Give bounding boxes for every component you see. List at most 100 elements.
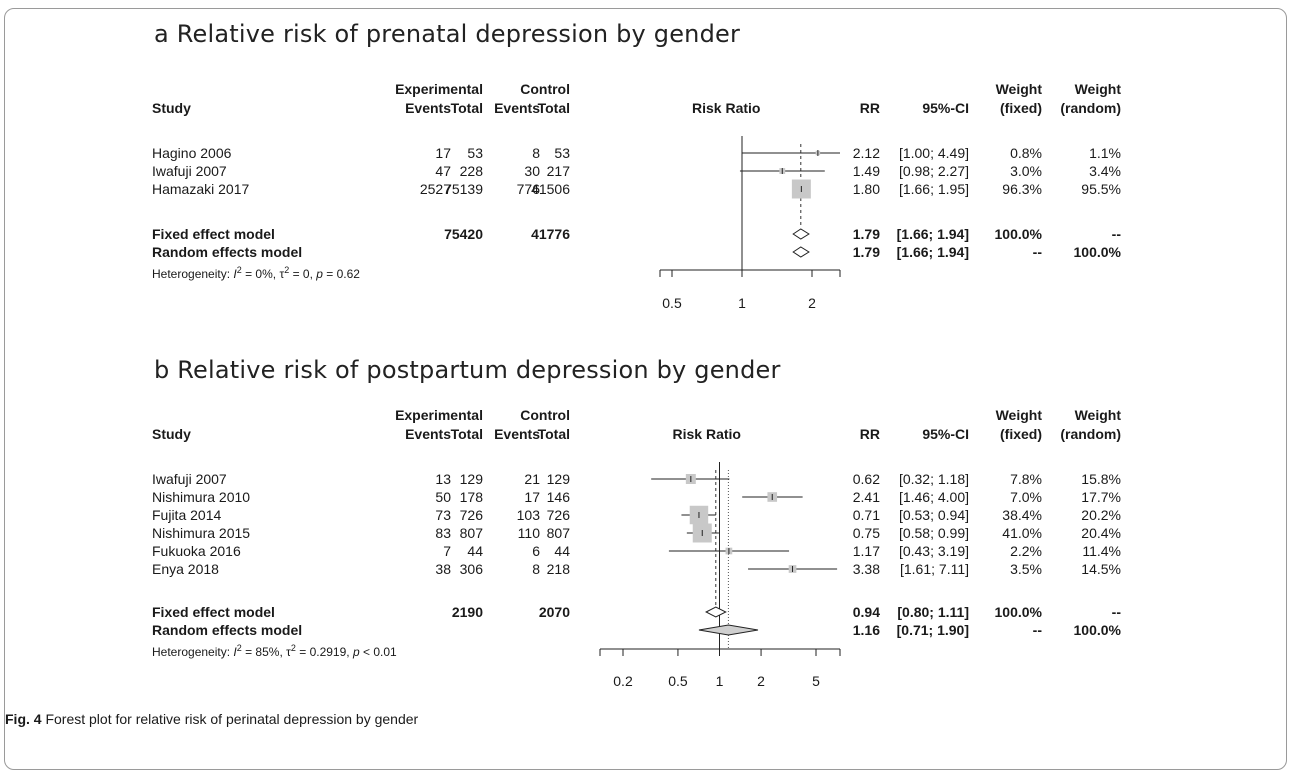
weight-random: 3.4% [1089,163,1121,179]
experimental-events: 73 [435,507,451,523]
control-events: 6 [532,543,540,559]
control-total: 807 [546,525,570,541]
study-name: Nishimura 2010 [152,489,251,505]
panel-b-header-total-exp: Total [450,426,483,442]
control-total: 218 [546,561,570,577]
random-effects-label: Random effects model [152,244,303,260]
study-name: Nishimura 2015 [152,525,251,541]
p-value: = 0.62 [326,267,360,281]
i2-symbol: I [233,645,237,659]
confidence-interval: [0.43; 3.19] [898,543,969,559]
panel-b-header-risk-ratio: Risk Ratio [672,426,741,442]
experimental-events: 7 [443,543,451,559]
weight-fixed: 2.2% [1010,543,1042,559]
i2-value: = 85%, [245,645,287,659]
risk-ratio-value: 0.62 [852,471,880,487]
experimental-total: 807 [459,525,483,541]
panel-b-header-weight-random: Weight [1074,407,1121,423]
fixed-weight-random: -- [1111,604,1121,620]
fixed-effect-label: Fixed effect model [152,604,275,620]
panel-a-title: a Relative risk of prenatal depression b… [154,20,741,48]
panel-b-header-experimental: Experimental [395,407,483,423]
weight-fixed: 96.3% [1002,181,1042,197]
confidence-interval: [1.66; 1.95] [898,181,969,197]
weight-random: 14.5% [1081,561,1121,577]
fixed-weight-random: -- [1111,226,1121,242]
control-total: 129 [546,471,570,487]
experimental-total: 53 [467,145,483,161]
fixed-control-total: 41776 [531,226,570,242]
random-effects-diamond [792,246,810,258]
panel-a-header-study: Study [152,100,191,116]
random-ci: [1.66; 1.94] [896,244,969,260]
experimental-total: 75139 [444,181,483,197]
panel-b-header-rr: RR [859,426,880,442]
control-events: 30 [524,163,540,179]
control-total: 53 [554,145,570,161]
p-value: < 0.01 [362,645,397,659]
study-name: Iwafuji 2007 [152,163,227,179]
panel-a-header-risk-ratio: Risk Ratio [692,100,761,116]
study-name: Hamazaki 2017 [152,181,250,197]
tau2-value: = 0.2919, [299,645,353,659]
random-rr-value: 1.16 [852,622,880,638]
weight-random: 20.4% [1081,525,1121,541]
experimental-events: 50 [435,489,451,505]
experimental-total: 44 [467,543,483,559]
fixed-rr-value: 0.94 [852,604,880,620]
panel-a-header-events-exp: Events [405,100,451,116]
panel-a-header-ci: 95%-CI [922,100,969,116]
random-ci: [0.71; 1.90] [896,622,969,638]
i2-value: = 0%, [245,267,280,281]
weight-fixed: 0.8% [1010,145,1042,161]
fixed-weight-fixed: 100.0% [994,604,1042,620]
control-events: 776 [516,181,540,197]
tau2-superscript: 2 [290,643,296,653]
panel-b-header-events-exp: Events [405,426,451,442]
x-axis-tick-label: 2 [757,673,765,689]
weight-random: 95.5% [1081,181,1121,197]
experimental-events: 83 [435,525,451,541]
experimental-total: 178 [459,489,483,505]
tau2-value: = 0, [292,267,317,281]
panel-a-header-weight-fixed: Weight [995,81,1042,97]
fixed-control-total: 2070 [538,604,570,620]
control-events: 8 [532,145,540,161]
fixed-ci: [1.66; 1.94] [896,226,969,242]
study-name: Fujita 2014 [152,507,222,523]
random-weight-random: 100.0% [1073,244,1121,260]
control-events: 8 [532,561,540,577]
weight-fixed: 41.0% [1002,525,1042,541]
i2-superscript: 2 [236,265,242,275]
confidence-interval: [0.53; 0.94] [898,507,969,523]
p-symbol: p [352,645,360,659]
experimental-total: 306 [459,561,483,577]
panel-a-header-total-exp: Total [450,100,483,116]
x-axis-tick-label: 0.5 [662,295,682,311]
heterogeneity-prefix: Heterogeneity: [152,267,234,281]
control-total: 41506 [531,181,570,197]
panel-b-header-ci: 95%-CI [922,426,969,442]
x-axis-tick-label: 1 [738,295,746,311]
panel-b-header-fixed: (fixed) [1000,426,1042,442]
weight-fixed: 7.8% [1010,471,1042,487]
experimental-total: 228 [459,163,483,179]
study-name: Hagino 2006 [152,145,232,161]
experimental-total: 726 [459,507,483,523]
p-symbol: p [316,267,323,281]
confidence-interval: [0.58; 0.99] [898,525,969,541]
control-total: 44 [554,543,570,559]
experimental-events: 13 [435,471,451,487]
weight-random: 1.1% [1089,145,1121,161]
figure-caption: Fig. 4 Forest plot for relative risk of … [5,711,418,727]
panel-b-header-weight-fixed: Weight [995,407,1042,423]
confidence-interval: [1.00; 4.49] [898,145,969,161]
fixed-effect-diamond [705,606,727,618]
panel-a-forest-svg: 0.5 1 2 [659,136,841,311]
fixed-ci: [0.80; 1.11] [897,604,969,620]
panel-b-header-total-ctrl: Total [537,426,570,442]
panel-a-header-random: (random) [1060,100,1121,116]
caption-text: Forest plot for relative risk of perinat… [45,711,419,727]
control-total: 217 [546,163,570,179]
study-name: Iwafuji 2007 [152,471,227,487]
